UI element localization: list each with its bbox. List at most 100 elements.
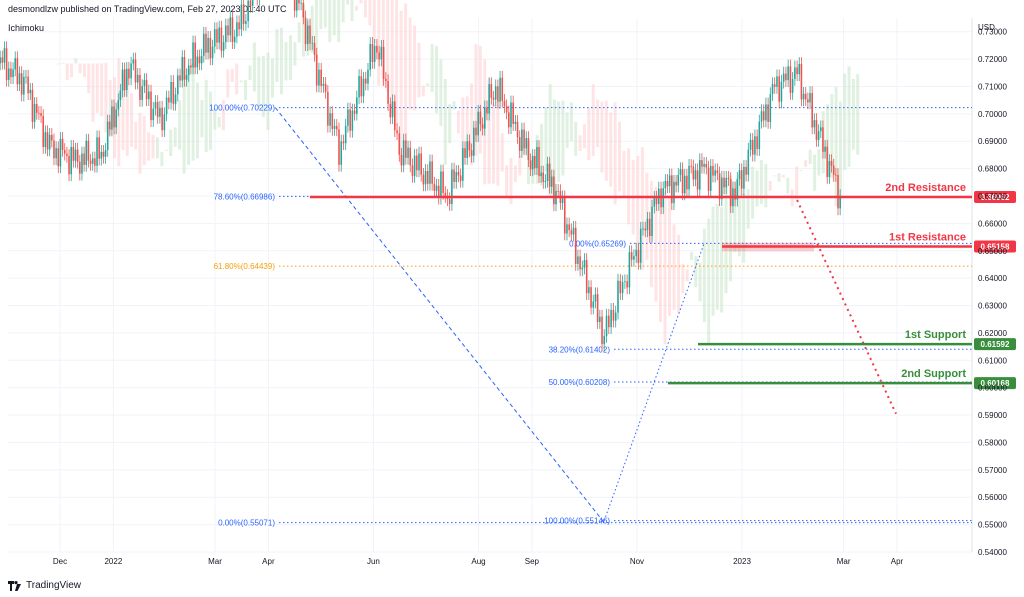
cloud-segment [672, 224, 676, 310]
cloud-segment [548, 84, 552, 196]
cloud-segment [830, 94, 834, 178]
candle-body [673, 181, 675, 204]
cloud-segment [773, 175, 777, 177]
candle-body [608, 315, 610, 328]
y-tick-label: 0.65000 [978, 247, 1007, 256]
cloud-segment [685, 269, 689, 282]
candle-body [356, 97, 358, 114]
currency-label: USD [978, 23, 995, 32]
candle-body [612, 309, 615, 321]
candle-body [581, 267, 584, 270]
candle-body [51, 134, 53, 141]
candle-body [0, 57, 1, 64]
candle-body [300, 2, 302, 4]
cloud-segment [377, 0, 381, 86]
candle-body [621, 282, 624, 294]
candle-body [362, 78, 365, 97]
candle-body [516, 121, 519, 138]
candle-body [187, 65, 190, 76]
candle-body [387, 81, 389, 105]
cloud-segment [284, 42, 288, 81]
candle-body [185, 75, 188, 80]
candle-body [804, 93, 807, 100]
candle-body [347, 109, 349, 126]
cloud-segment [200, 99, 204, 138]
candle-body [249, 0, 252, 6]
level-price-label: 0.61592 [981, 340, 1010, 349]
candle-body [139, 74, 141, 100]
candle-body [466, 141, 469, 158]
cloud-segment [421, 85, 425, 97]
candle-body [315, 54, 318, 86]
candle-body [68, 155, 70, 175]
footer: TradingView [8, 580, 81, 591]
candle-body [817, 131, 820, 140]
candle-body [240, 4, 243, 30]
candle-body [486, 107, 488, 114]
candle-body [740, 170, 743, 189]
cloud-segment [596, 99, 600, 148]
fib-level-label: 50.00%(0.60208) [549, 378, 611, 387]
candle-body [218, 27, 220, 43]
cloud-segment [426, 83, 430, 86]
candle-body [599, 316, 601, 323]
candle-body [590, 287, 592, 308]
cloud-segment [78, 63, 82, 74]
candle-body [714, 170, 716, 176]
candle-body [729, 179, 732, 207]
cloud-segment [724, 181, 728, 294]
indicator-label[interactable]: Ichimoku [8, 23, 45, 33]
candle-body [63, 149, 66, 154]
candle-body [130, 63, 132, 79]
candle-body [785, 73, 787, 81]
candle-body [637, 249, 640, 263]
candle-body [424, 171, 427, 185]
candle-body [798, 64, 801, 75]
cloud-segment [658, 204, 662, 323]
candle-body [630, 252, 633, 260]
candle-body [440, 171, 442, 198]
level-title: 1st Resistance [889, 231, 966, 243]
cloud-segment [470, 83, 474, 166]
candle-body [773, 84, 776, 87]
candle-body [716, 170, 719, 174]
candle-body [765, 104, 767, 121]
candle-body [431, 161, 433, 184]
candle-body [132, 59, 135, 64]
candle-body [617, 280, 619, 313]
candle-body [596, 294, 599, 323]
candle-body [601, 316, 603, 345]
candle-body [594, 294, 597, 302]
cloud-segment [591, 84, 595, 157]
cloud-segment [843, 73, 847, 171]
tradingview-brand[interactable]: TradingView [26, 580, 82, 591]
candle-body [548, 163, 551, 187]
cloud-segment [609, 112, 613, 187]
y-tick-label: 0.55000 [978, 521, 1007, 530]
candle-body [373, 45, 376, 62]
candle-body [236, 22, 238, 37]
candle-body [727, 177, 730, 180]
candle-body [675, 181, 677, 186]
cloud-segment [363, 0, 367, 18]
candle-body [709, 165, 712, 191]
cloud-segment [182, 69, 186, 174]
cloud-segment [155, 137, 159, 159]
cloud-segment [851, 78, 855, 150]
candle-body [38, 112, 40, 114]
candle-body [789, 66, 792, 93]
candle-body [442, 171, 444, 193]
candle-body [12, 69, 14, 78]
candle-body [651, 206, 653, 237]
candle-body [125, 68, 128, 91]
candle-body [426, 171, 429, 184]
cloud-segment [61, 62, 65, 64]
candle-body [1, 57, 4, 63]
candle-body [457, 171, 460, 176]
candle-body [143, 80, 146, 87]
level-price-tag [974, 240, 1016, 253]
candle-body [351, 110, 354, 131]
cloud-segment [91, 63, 95, 122]
candle-body [109, 121, 111, 130]
